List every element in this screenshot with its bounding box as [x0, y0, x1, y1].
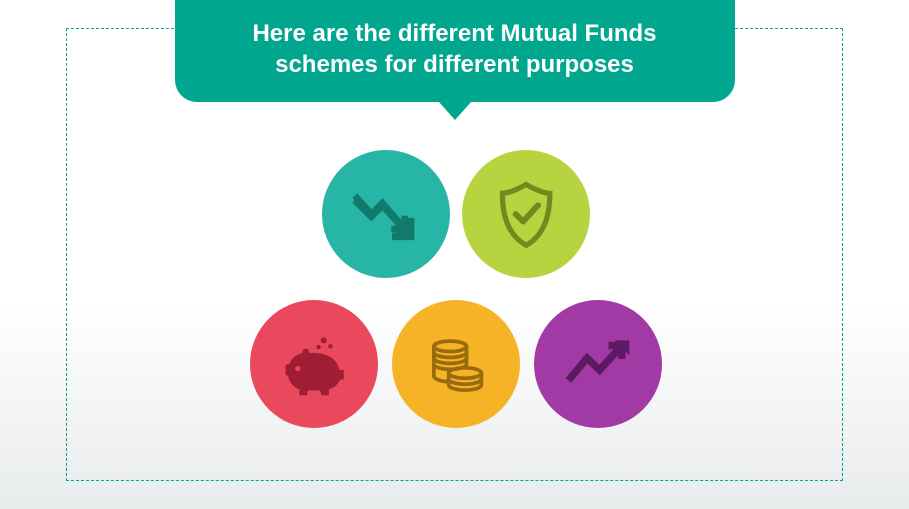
circles-container	[0, 140, 909, 509]
header-title: Here are the different Mutual Funds sche…	[215, 18, 695, 80]
up-arrow-icon	[561, 327, 635, 401]
header-pointer	[439, 102, 471, 120]
header-line-1: Here are the different Mutual Funds	[252, 20, 656, 47]
coins-icon	[419, 327, 493, 401]
circle-piggy	[250, 300, 378, 428]
circle-shield	[462, 150, 590, 278]
down-arrow-icon	[349, 177, 423, 251]
header-banner: Here are the different Mutual Funds sche…	[175, 0, 735, 102]
piggy-bank-icon	[277, 327, 351, 401]
header-line-2: schemes for different purposes	[275, 51, 634, 78]
circle-coins	[392, 300, 520, 428]
circle-up-trend	[534, 300, 662, 428]
shield-check-icon	[489, 177, 563, 251]
circle-down-trend	[322, 150, 450, 278]
